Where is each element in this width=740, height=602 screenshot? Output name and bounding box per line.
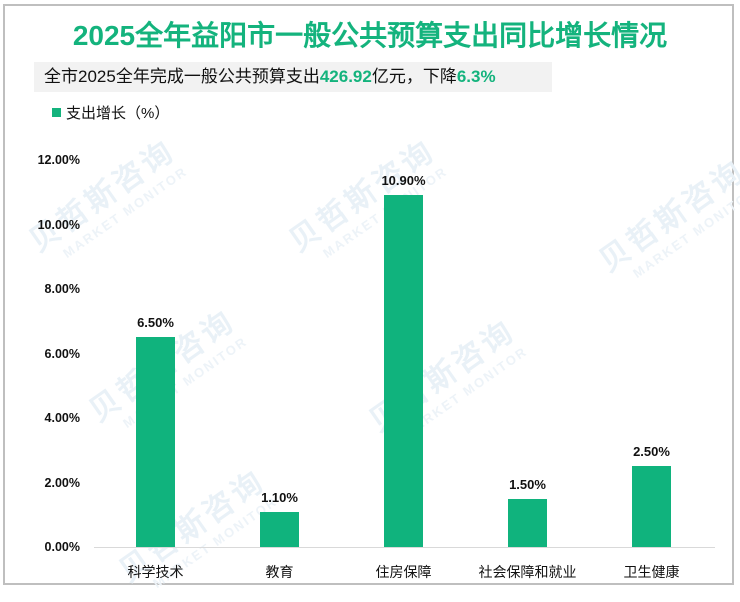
y-tick-label: 8.00% [44,282,80,296]
bar-value-label: 2.50% [633,444,670,460]
y-tick-label: 12.00% [37,153,80,167]
x-category-label: 科学技术 [127,564,184,580]
y-tick-label: 10.00% [37,217,80,232]
bar-value-label: 1.10% [261,489,298,505]
chart-title: 2025全年益阳市一般公共预算支出同比增长情况 [0,18,740,54]
summary-mid: 亿元，下降 [371,67,457,86]
bar [384,195,423,547]
summary-prefix: 全市2025全年完成一般公共预算支出 [44,67,320,86]
summary-decline: 6.3% [456,67,496,86]
y-tick-label: 0.00% [44,540,80,554]
title-year: 2025 [72,20,136,51]
x-category-label: 住房保障 [375,564,432,580]
bar [508,498,547,547]
legend: 支出增长（%） [52,104,169,124]
bar [260,511,299,547]
y-tick-label: 2.00% [44,475,80,490]
bar-value-label: 1.50% [509,476,546,492]
x-axis-line [94,547,715,548]
x-category-label: 社会保障和就业 [478,564,577,580]
bar [632,466,671,547]
bar [136,337,175,547]
y-tick-label: 6.00% [44,346,80,361]
bar-value-label: 10.90% [381,173,426,189]
title-text: 全年益阳市一般公共预算支出同比增长情况 [135,20,668,51]
bar-value-label: 6.50% [137,315,174,331]
chart-frame [3,4,734,585]
x-category-label: 教育 [265,564,294,580]
summary-band: 全市2025全年完成一般公共预算支出426.92亿元，下降6.3% [34,62,552,92]
legend-swatch [52,108,61,117]
y-tick-label: 4.00% [44,411,80,425]
legend-label: 支出增长（%） [66,105,170,122]
x-category-label: 卫生健康 [623,564,680,580]
summary-amount: 426.92 [319,67,372,86]
